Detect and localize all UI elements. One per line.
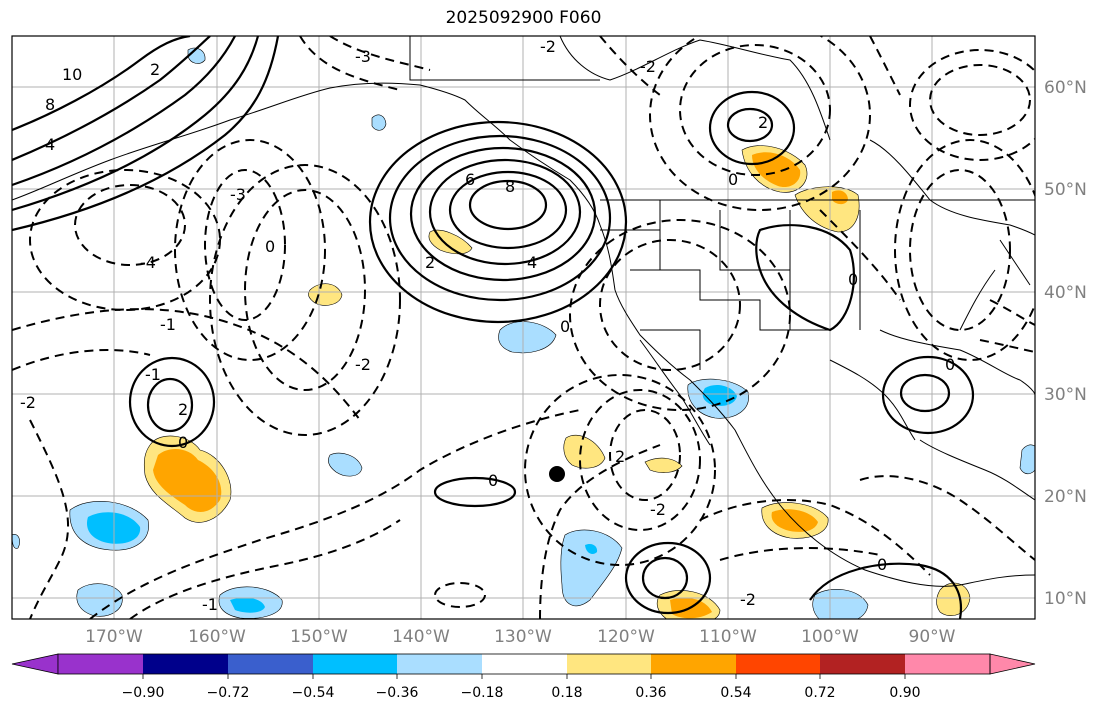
graticule <box>12 36 1035 619</box>
contour-label: -1 <box>145 365 161 384</box>
coastlines <box>12 36 1035 587</box>
lon-label: 160°W <box>188 627 246 647</box>
colorbar-swatch <box>567 654 651 674</box>
lat-label: 30°N <box>1044 385 1087 405</box>
map-title: 2025092900 F060 <box>445 8 602 28</box>
colorbar-swatch <box>58 654 143 674</box>
longitude-labels: 170°W 160°W 150°W 140°W 130°W 120°W 110°… <box>85 627 956 647</box>
colorbar-swatch <box>736 654 820 674</box>
colorbar-tick-label: −0.18 <box>461 685 504 701</box>
contour-label: -3 <box>355 47 371 66</box>
contour-label: 8 <box>45 95 55 114</box>
contour-label: 4 <box>527 253 537 272</box>
contour-label: 2 <box>615 447 625 466</box>
colorbar-swatch <box>143 654 228 674</box>
contour-label: -2 <box>640 57 656 76</box>
lon-label: 130°W <box>494 627 552 647</box>
contour-label: -4 <box>140 253 156 272</box>
colorbar-tick-label: 0.36 <box>635 685 666 701</box>
contour-label: 0 <box>488 471 498 490</box>
colorbar-swatch <box>905 654 990 674</box>
contour-label: -2 <box>355 355 371 374</box>
colorbar-tick-label: −0.36 <box>376 685 419 701</box>
contour-labels: 10 8 4 2 -3 -4 6 8 4 2 -2 -2 0 -1 -2 0 -… <box>20 37 955 614</box>
contour-label: 10 <box>62 65 82 84</box>
lat-label: 20°N <box>1044 487 1087 507</box>
contour-label: 8 <box>505 177 515 196</box>
contour-label: 0 <box>560 317 570 336</box>
colorbar-tick-label: 0.54 <box>720 685 751 701</box>
map-frame <box>11 35 1036 620</box>
contour-label: 0 <box>265 237 275 256</box>
colorbar-swatch <box>651 654 736 674</box>
lon-label: 170°W <box>85 627 143 647</box>
latitude-labels: 60°N 50°N 40°N 30°N 20°N 10°N <box>1044 78 1087 609</box>
contours-dashed <box>12 36 1035 619</box>
contour-label: -2 <box>540 37 556 56</box>
contour-label: 6 <box>465 170 475 189</box>
colorbar-swatch <box>228 654 313 674</box>
contour-label: -3 <box>230 185 246 204</box>
lat-label: 60°N <box>1044 78 1087 98</box>
contour-label: -1 <box>202 595 218 614</box>
lat-label: 10°N <box>1044 589 1087 609</box>
contour-label: -2 <box>740 590 756 609</box>
storm-position-marker <box>549 466 565 482</box>
lon-label: 100°W <box>801 627 859 647</box>
colorbar-tick-label: 0.72 <box>804 685 835 701</box>
lon-label: 110°W <box>699 627 757 647</box>
colorbar-tick-label: −0.90 <box>122 685 165 701</box>
contour-label: 2 <box>758 113 768 132</box>
contour-label: -2 <box>650 500 666 519</box>
lon-label: 150°W <box>290 627 348 647</box>
contour-label: 0 <box>728 170 738 189</box>
contour-label: 4 <box>45 135 55 154</box>
contour-label: 0 <box>178 433 188 452</box>
contour-label: 0 <box>848 270 858 289</box>
colorbar-extend-low <box>11 653 59 675</box>
lon-label: 90°W <box>909 627 956 647</box>
colorbar-swatch <box>482 654 567 674</box>
contour-label: 2 <box>150 60 160 79</box>
colorbar-tick-label: −0.54 <box>292 685 335 701</box>
colorbar-tick-label: 0.90 <box>889 685 920 701</box>
colorbar-swatch <box>313 654 397 674</box>
map-panel: 10 8 4 2 -3 -4 6 8 4 2 -2 -2 0 -1 -2 0 -… <box>12 36 1035 619</box>
contour-label: -1 <box>160 315 176 334</box>
contour-label: 0 <box>877 555 887 574</box>
contour-label: 2 <box>178 400 188 419</box>
colorbar-swatch <box>820 654 905 674</box>
colorbar-tick-label: −0.72 <box>207 685 250 701</box>
lat-label: 50°N <box>1044 180 1087 200</box>
colorbar-tick-label: 0.18 <box>551 685 582 701</box>
lon-label: 140°W <box>392 627 450 647</box>
colorbar: −0.90 −0.72 −0.54 −0.36 −0.18 0.18 0.36 … <box>11 653 1036 701</box>
lat-label: 40°N <box>1044 283 1087 303</box>
contour-label: -2 <box>20 393 36 412</box>
lon-label: 120°W <box>597 627 655 647</box>
contour-label: 2 <box>425 253 435 272</box>
colorbar-swatch <box>397 654 482 674</box>
contour-label: 0 <box>945 355 955 374</box>
colorbar-extend-high <box>989 653 1036 675</box>
